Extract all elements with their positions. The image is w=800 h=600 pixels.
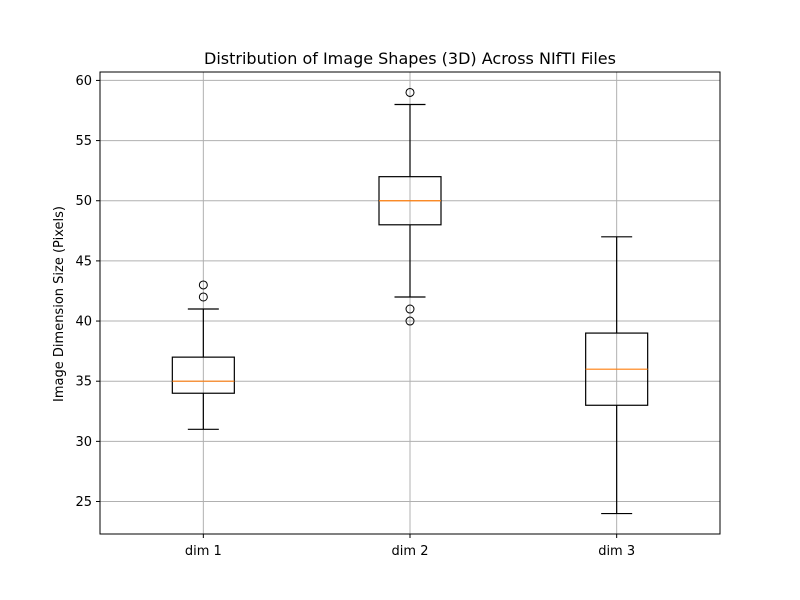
x-tick-label: dim 1 [185, 544, 222, 559]
y-axis-ticks: 25 30 35 40 45 50 55 60 [75, 74, 100, 510]
outlier-point [198, 280, 208, 290]
x-axis-ticks: dim 1 dim 2 dim 3 [185, 534, 635, 559]
outlier-point [405, 87, 415, 97]
y-tick-label: 30 [75, 435, 92, 450]
x-tick-label: dim 3 [598, 544, 635, 559]
y-tick-label: 55 [75, 134, 92, 149]
outlier-point [405, 316, 415, 326]
y-tick-label: 60 [75, 74, 92, 89]
box-series [171, 87, 649, 515]
iqr-box [171, 356, 235, 394]
box-2 [378, 87, 442, 326]
y-axis-label: Image Dimension Size (Pixels) [52, 206, 67, 402]
y-tick-label: 50 [75, 194, 92, 209]
plot-area-frame [99, 71, 721, 535]
y-tick-label: 25 [75, 495, 92, 510]
box-3 [585, 236, 649, 515]
x-tick-label: dim 2 [392, 544, 429, 559]
y-tick-label: 45 [75, 254, 92, 269]
box-1 [171, 280, 235, 430]
chart-title: Distribution of Image Shapes (3D) Across… [204, 49, 616, 68]
y-tick-label: 40 [75, 315, 92, 330]
outlier-point [405, 304, 415, 314]
y-tick-label: 35 [75, 375, 92, 390]
outlier-point [198, 292, 208, 302]
